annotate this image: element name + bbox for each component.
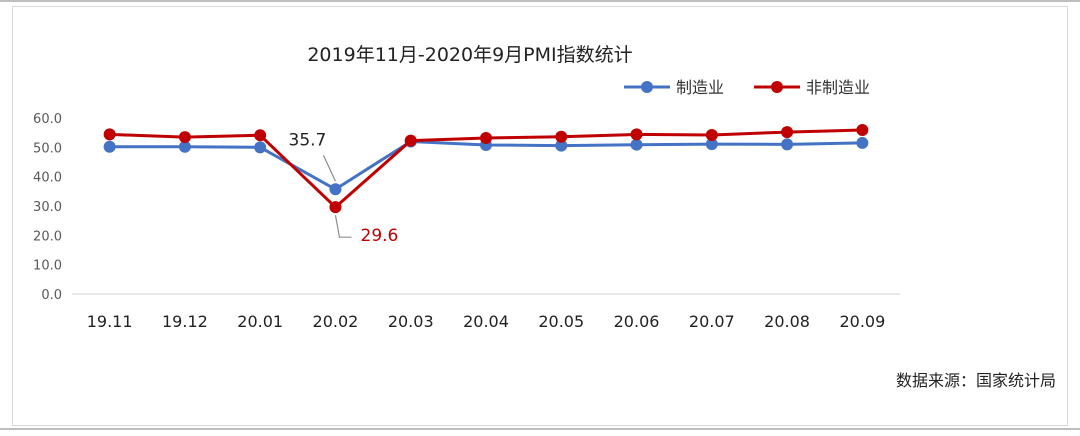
x-tick-label: 19.11 [87, 312, 133, 331]
chart-frame [12, 6, 1068, 426]
y-tick-label: 40.0 [33, 171, 62, 186]
data-point [178, 140, 191, 153]
data-label-callout: 35.7 [289, 130, 336, 182]
data-point [856, 136, 869, 149]
callout-leader-line [334, 215, 352, 238]
legend-label: 非制造业 [806, 78, 870, 97]
legend-marker [771, 81, 783, 93]
data-point [329, 183, 342, 196]
data-point [705, 138, 718, 151]
chart-legend: 制造业 非制造业 [624, 78, 870, 97]
callout-leader-line [322, 155, 336, 182]
series-layer [103, 124, 869, 214]
data-point [480, 131, 492, 144]
annotation-layer: 35.7 29.6 [289, 130, 399, 246]
data-point [856, 124, 869, 137]
y-tick-label: 30.0 [33, 200, 62, 215]
legend-item: 非制造业 [754, 78, 870, 97]
data-source-note: 数据来源：国家统计局 [896, 371, 1056, 390]
y-tick-label: 10.0 [33, 259, 62, 274]
x-tick-label: 20.08 [764, 312, 810, 331]
x-tick-label: 20.02 [313, 312, 359, 331]
chart-title: 2019年11月-2020年9月PMI指数统计 [307, 44, 632, 66]
data-point [254, 141, 267, 154]
x-tick-label: 20.07 [689, 312, 735, 331]
y-tick-label: 20.0 [33, 229, 62, 244]
data-point [555, 139, 568, 152]
legend-item: 制造业 [624, 78, 724, 97]
data-point [404, 134, 417, 147]
data-point [630, 138, 643, 151]
data-point [630, 128, 643, 141]
data-point [781, 138, 794, 151]
data-point [178, 131, 191, 144]
data-point [555, 130, 568, 143]
data-point [329, 201, 342, 214]
bottom-border-line [0, 428, 1080, 430]
data-point [781, 126, 794, 139]
data-point [103, 128, 116, 141]
data-label: 35.7 [289, 130, 327, 150]
legend-marker [641, 81, 653, 93]
top-border-line [0, 0, 1080, 2]
x-axis: 19.11 19.12 20.01 20.02 20.03 20.04 20.05 20.06… [72, 293, 900, 331]
data-point [254, 129, 267, 142]
x-tick-label: 20.06 [614, 312, 660, 331]
series-manufacturing [103, 135, 869, 196]
x-tick-label: 20.09 [839, 312, 885, 331]
series-non-manufacturing [103, 124, 869, 214]
data-point [705, 129, 718, 142]
x-tick-label: 20.03 [388, 312, 434, 331]
y-axis: 0.0 10.0 20.0 30.0 40.0 50.0 60.0 [33, 112, 62, 303]
y-tick-label: 50.0 [33, 141, 62, 156]
data-label-callout: 29.6 [334, 215, 399, 246]
legend-label: 制造业 [676, 78, 724, 97]
x-tick-label: 19.12 [162, 312, 208, 331]
y-tick-label: 0.0 [41, 288, 62, 303]
y-tick-label: 60.0 [33, 112, 62, 127]
x-tick-label: 20.04 [463, 312, 509, 331]
data-label: 29.6 [361, 226, 399, 246]
x-tick-label: 20.05 [538, 312, 584, 331]
data-point [103, 140, 116, 153]
x-tick-label: 20.01 [237, 312, 283, 331]
